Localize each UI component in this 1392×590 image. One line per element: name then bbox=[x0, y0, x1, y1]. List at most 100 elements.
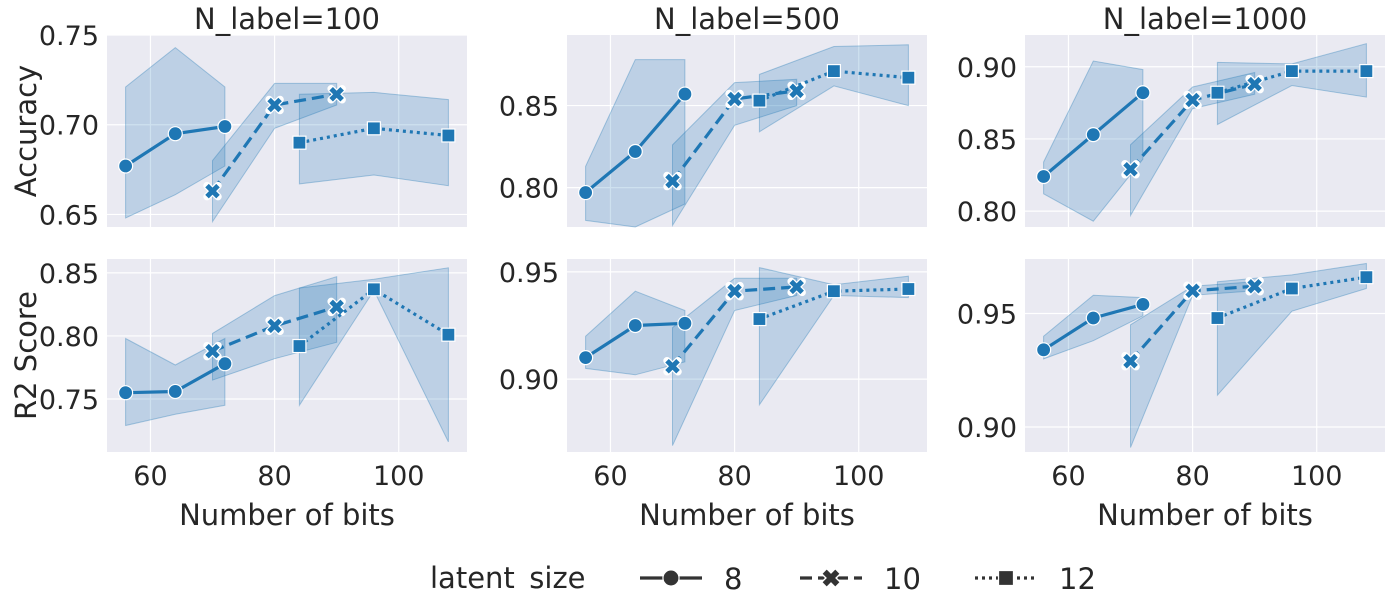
series-line-latent-10 bbox=[671, 89, 797, 183]
confidence-band-latent-10 bbox=[212, 82, 338, 224]
x-tick-label: 80 bbox=[257, 461, 291, 492]
x-tick-label: 80 bbox=[1175, 461, 1209, 492]
data-point-latent-8 bbox=[627, 317, 643, 334]
y-tick-label: 0.90 bbox=[957, 53, 1017, 84]
confidence-band-latent-8 bbox=[585, 59, 686, 228]
y-tick-label: 0.95 bbox=[957, 299, 1017, 330]
y-tick-label: 0.90 bbox=[957, 413, 1017, 444]
panel-title: N_label=1000 bbox=[1103, 2, 1307, 36]
y-tick-label: 0.65 bbox=[39, 200, 99, 231]
data-point-latent-12 bbox=[826, 64, 841, 79]
confidence-band-latent-12 bbox=[1216, 43, 1367, 126]
x-tick-label: 100 bbox=[833, 461, 885, 492]
gridlines bbox=[567, 35, 927, 227]
data-point-latent-8 bbox=[677, 315, 693, 331]
data-point-latent-12 bbox=[292, 338, 307, 354]
y-tick-label: 0.80 bbox=[39, 322, 99, 353]
x-axis-label: Number of bits bbox=[639, 498, 855, 532]
y-tick-label: 0.90 bbox=[499, 365, 559, 396]
data-point-latent-8 bbox=[1036, 342, 1052, 358]
legend-entry-8: 8 bbox=[640, 562, 742, 590]
data-point-latent-10 bbox=[663, 356, 682, 376]
panel-title: N_label=500 bbox=[654, 2, 840, 36]
x-axis-label: Number of bits bbox=[179, 498, 395, 532]
legend-items: 8 10 12 bbox=[640, 562, 1096, 590]
gridlines bbox=[1025, 35, 1385, 227]
data-point-latent-12 bbox=[292, 135, 307, 150]
legend-label-latent-10: 10 bbox=[884, 562, 921, 590]
legend-label-latent-12: 12 bbox=[1059, 562, 1096, 590]
panel-background bbox=[567, 35, 927, 227]
data-point-latent-10 bbox=[327, 297, 346, 317]
data-point-latent-8 bbox=[1085, 310, 1101, 326]
panel-title: N_label=100 bbox=[194, 2, 380, 36]
data-point-latent-10 bbox=[663, 171, 682, 191]
y-tick-label: 0.70 bbox=[39, 111, 99, 142]
y-tick-label: 0.80 bbox=[957, 197, 1017, 228]
data-point-latent-8 bbox=[167, 126, 183, 142]
data-point-latent-8 bbox=[1135, 85, 1151, 101]
panels-layer: 0.65 0.70 0.75 N_label=100 Accuracy 0.80 0.85 N… bbox=[9, 2, 1385, 532]
series-line-latent-10 bbox=[211, 305, 338, 353]
panel-background bbox=[1025, 259, 1385, 452]
data-point-latent-10 bbox=[265, 95, 284, 115]
data-point-latent-10 bbox=[203, 181, 222, 201]
x-axis-label: Number of bits bbox=[1097, 498, 1313, 532]
data-point-latent-12 bbox=[441, 327, 456, 342]
confidence-band-latent-12 bbox=[298, 91, 449, 187]
data-point-latent-12 bbox=[1210, 85, 1225, 100]
legend-marker-latent-10 bbox=[820, 567, 842, 589]
data-point-latent-8 bbox=[217, 356, 233, 372]
y-tick-label: 0.85 bbox=[499, 92, 559, 123]
data-point-latent-8 bbox=[217, 118, 233, 135]
legend-entry-10: 10 bbox=[800, 562, 921, 590]
legend-label-latent-8: 8 bbox=[724, 562, 742, 590]
x-tick-label: 60 bbox=[133, 461, 167, 492]
legend-entry-12: 12 bbox=[975, 562, 1096, 590]
data-point-latent-8 bbox=[677, 86, 693, 102]
data-point-latent-12 bbox=[441, 128, 456, 143]
data-point-latent-10 bbox=[203, 341, 222, 361]
data-point-latent-12 bbox=[1284, 281, 1299, 296]
data-point-latent-8 bbox=[578, 184, 594, 201]
data-point-latent-10 bbox=[787, 277, 806, 297]
x-tick-label: 60 bbox=[593, 461, 627, 492]
legend-marker-latent-8 bbox=[662, 569, 680, 587]
data-point-latent-12 bbox=[752, 93, 767, 108]
panel-background bbox=[107, 35, 467, 227]
x-tick-label: 100 bbox=[1291, 461, 1343, 492]
data-point-latent-8 bbox=[1135, 296, 1151, 313]
data-point-latent-12 bbox=[826, 284, 841, 299]
data-point-latent-10 bbox=[725, 89, 744, 109]
panel-5: 0.90 0.95 60 80 100 Number of bits bbox=[957, 259, 1385, 532]
data-point-latent-8 bbox=[1085, 127, 1101, 143]
data-point-latent-12 bbox=[366, 282, 381, 297]
confidence-band-latent-12 bbox=[758, 44, 909, 133]
y-axis-label: R2 Score bbox=[9, 291, 43, 420]
y-tick-label: 0.85 bbox=[39, 259, 99, 290]
panel-1: 0.80 0.85 N_label=500 bbox=[499, 2, 927, 228]
data-point-latent-12 bbox=[1359, 270, 1374, 285]
legend-marker-latent-12 bbox=[997, 569, 1015, 587]
panel-background bbox=[107, 259, 467, 452]
gridlines bbox=[107, 259, 467, 452]
legend-title: latent_size bbox=[430, 561, 586, 590]
panel-4: 0.90 0.95 60 80 100 Number of bits bbox=[499, 258, 927, 532]
data-point-latent-12 bbox=[366, 121, 381, 136]
confidence-band-latent-8 bbox=[125, 337, 226, 427]
series-line-latent-10 bbox=[211, 92, 337, 193]
data-point-latent-10 bbox=[1121, 160, 1140, 179]
data-point-latent-10 bbox=[1183, 281, 1202, 301]
confidence-band-latent-10 bbox=[672, 277, 798, 446]
panel-0: 0.65 0.70 0.75 N_label=100 Accuracy bbox=[9, 2, 467, 231]
data-point-latent-12 bbox=[901, 281, 916, 297]
data-point-latent-8 bbox=[118, 158, 134, 174]
data-point-latent-12 bbox=[1284, 63, 1299, 79]
data-point-latent-10 bbox=[1245, 276, 1264, 296]
y-tick-label: 0.85 bbox=[957, 125, 1017, 156]
data-point-latent-12 bbox=[1359, 63, 1374, 79]
y-axis-label: Accuracy bbox=[9, 65, 43, 197]
data-point-latent-10 bbox=[327, 84, 346, 104]
data-point-latent-8 bbox=[118, 385, 134, 401]
